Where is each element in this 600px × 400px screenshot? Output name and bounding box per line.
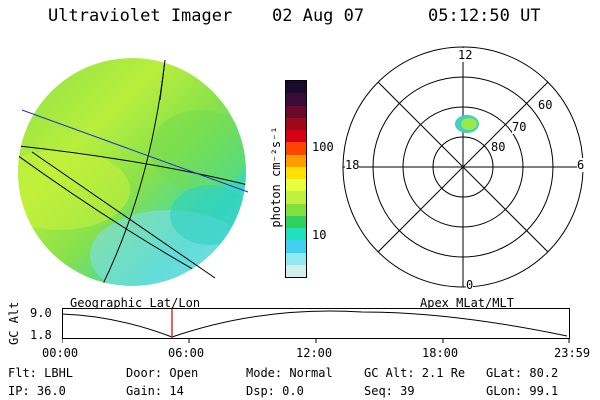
colorbar <box>285 80 307 278</box>
left-map-title: Geographic Lat/Lon <box>70 296 201 310</box>
altitude-timeline <box>62 308 570 343</box>
colorbar-unit-label: photon cm⁻²s⁻¹ <box>269 126 283 228</box>
latitude-line <box>31 151 216 279</box>
colorbar-band <box>286 81 306 94</box>
dsp-info: Dsp: 0.0 <box>246 384 304 398</box>
colorbar-tick-10: 10 <box>312 228 327 242</box>
timeline-tick-1200: 12:00 <box>296 346 333 360</box>
colorbar-band <box>286 240 306 253</box>
colorbar-band <box>286 264 306 277</box>
filter-info: Flt: LBHL <box>8 366 74 380</box>
auroral-oval <box>455 115 479 133</box>
colorbar-band <box>286 117 306 130</box>
terminator-line <box>21 109 249 193</box>
colorbar-band <box>286 191 306 204</box>
mlat-label-80: 80 <box>491 140 506 154</box>
observation-time: 05:12:50 UT <box>428 6 541 26</box>
timeline-ymax: 9.0 <box>30 306 52 320</box>
timeline-tick-2359: 23:59 <box>554 346 591 360</box>
instrument-title: Ultraviolet Imager <box>48 6 233 26</box>
mlat-label-70: 70 <box>512 120 527 134</box>
colorbar-band <box>286 93 306 106</box>
colorbar-band <box>286 252 306 265</box>
colorbar-band <box>286 154 306 167</box>
ip-info: IP: 36.0 <box>8 384 66 398</box>
apex-polar-plot <box>342 46 584 288</box>
glat-info: GLat: 80.2 <box>486 366 559 380</box>
colorbar-band <box>286 215 306 228</box>
mlt-label-12: 12 <box>458 48 473 62</box>
colorbar-tick-100: 100 <box>312 140 334 154</box>
mode-info: Mode: Normal <box>246 366 333 380</box>
colorbar-band <box>286 130 306 143</box>
observation-date: 02 Aug 07 <box>272 6 365 26</box>
timeline-tick-0000: 00:00 <box>42 346 79 360</box>
gc-alt-info: GC Alt: 2.1 Re <box>364 366 466 380</box>
colorbar-band <box>286 179 306 192</box>
uv-disk <box>18 58 246 286</box>
colorbar-band <box>286 203 306 216</box>
mlt-label-0: 0 <box>466 278 474 292</box>
altitude-curve <box>62 310 568 338</box>
timeline-ymin: 1.8 <box>30 328 52 342</box>
colorbar-band <box>286 142 306 155</box>
timeline-ylabel: GC Alt <box>7 301 21 345</box>
colorbar-band <box>286 105 306 118</box>
mlat-label-60: 60 <box>538 98 553 112</box>
timeline-tick-0600: 06:00 <box>168 346 205 360</box>
glon-info: GLon: 99.1 <box>486 384 559 398</box>
door-info: Door: Open <box>126 366 199 380</box>
seq-info: Seq: 39 <box>364 384 415 398</box>
geographic-image <box>18 58 249 286</box>
right-map-title: Apex MLat/MLT <box>420 296 514 310</box>
colorbar-band <box>286 166 306 179</box>
colorbar-band <box>286 228 306 241</box>
timeline-tick-1800: 18:00 <box>422 346 459 360</box>
gain-info: Gain: 14 <box>126 384 184 398</box>
mlt-label-6: 6 <box>577 158 585 172</box>
mlt-label-18: 18 <box>345 158 360 172</box>
meridian-line <box>159 59 166 101</box>
